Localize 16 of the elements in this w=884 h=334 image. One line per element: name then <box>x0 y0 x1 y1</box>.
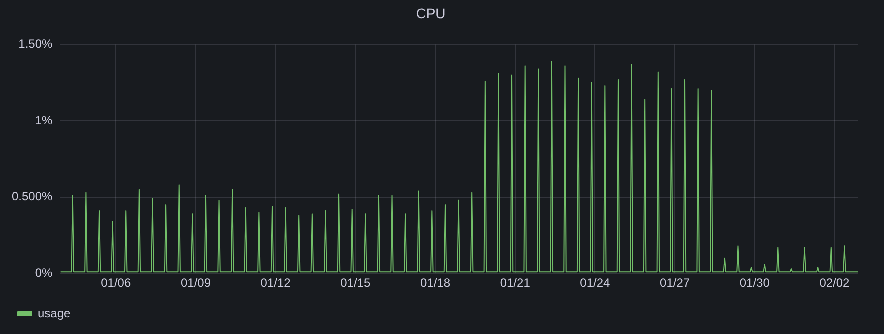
x-tick-label: 01/27 <box>660 276 690 290</box>
x-tick-label: 01/09 <box>180 276 212 290</box>
y-tick-label: 0.500% <box>12 190 54 204</box>
legend-label: usage <box>38 306 72 320</box>
y-tick-label: 1% <box>35 113 54 128</box>
x-tick-label: 01/21 <box>500 276 531 290</box>
chart-title: CPU <box>416 5 446 22</box>
y-tick-label: 1.50% <box>18 37 54 52</box>
x-tick-label: 01/15 <box>340 276 372 290</box>
x-tick-label: 01/06 <box>101 276 132 290</box>
x-tick-label: 01/12 <box>260 276 292 290</box>
x-tick-label: 01/30 <box>740 276 770 290</box>
x-tick-label: 01/24 <box>580 276 611 290</box>
y-tick-label: 0% <box>35 266 54 280</box>
x-tick-label: 02/02 <box>820 276 850 290</box>
x-tick-label: 01/18 <box>420 276 451 290</box>
